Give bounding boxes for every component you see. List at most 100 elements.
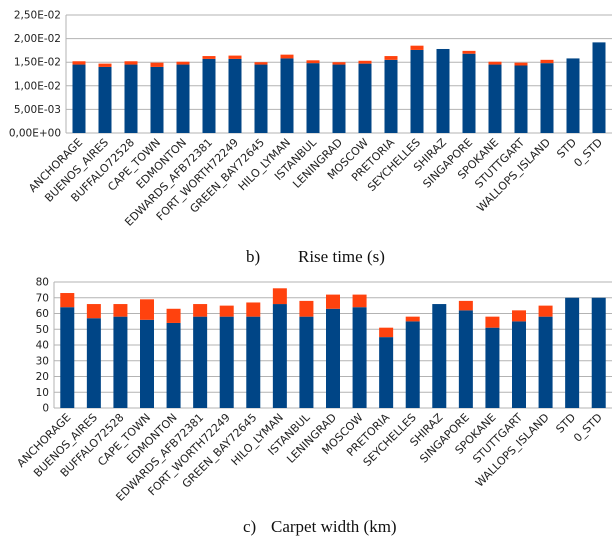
bar-base xyxy=(60,307,75,408)
bar-increment xyxy=(113,304,128,317)
bar-base xyxy=(436,48,450,133)
caption-title: Rise time (s) xyxy=(298,247,385,266)
carpet-width-chart: 01020304050607080ANCHORAGEBUENOS_AIRESBU… xyxy=(14,277,612,536)
bar-base xyxy=(514,65,528,133)
bar-increment xyxy=(540,59,554,64)
bar-increment xyxy=(512,310,526,322)
bar-base xyxy=(540,63,554,134)
bar-base xyxy=(219,316,234,408)
bar-base xyxy=(86,318,101,408)
bar-base xyxy=(358,63,372,134)
bar-base xyxy=(166,322,181,408)
bar-increment xyxy=(176,61,190,65)
bar-base xyxy=(384,59,398,134)
bar-base xyxy=(193,316,208,408)
bar-increment xyxy=(98,63,112,67)
bar-increment xyxy=(280,54,294,59)
y-tick-label: 20 xyxy=(36,371,49,383)
bar-increment xyxy=(384,56,398,60)
y-tick-label: 0 xyxy=(42,403,49,415)
y-tick-label: 70 xyxy=(36,292,49,304)
y-tick-label: 10 xyxy=(36,387,49,399)
y-tick-label: 80 xyxy=(36,277,49,289)
bar-increment xyxy=(150,62,164,67)
bar-increment xyxy=(306,60,320,64)
bar-base xyxy=(299,316,314,408)
rise-time-chart: 0,00E+00 5,00E-03 1,00E-02 1,50E-02 2,00E-02… xyxy=(9,10,612,266)
bar-base xyxy=(332,64,346,133)
bar-base xyxy=(512,321,526,408)
y-tick-label: 1,00E-02 xyxy=(14,80,61,92)
bar-increment xyxy=(166,308,181,323)
bar-base xyxy=(566,58,580,134)
bar-base xyxy=(72,64,86,133)
bar-base xyxy=(379,337,394,408)
caption-letter: c) xyxy=(243,517,256,536)
bar-base xyxy=(326,308,340,408)
bar-increment xyxy=(538,305,553,317)
bar-increment xyxy=(254,62,268,65)
bar-increment xyxy=(228,55,242,59)
y-tick-label: 2,50E-02 xyxy=(14,10,61,22)
bar-base xyxy=(246,316,261,408)
y-tick-label: 2,00E-02 xyxy=(14,33,61,45)
y-tick-label: 30 xyxy=(36,355,49,367)
y-tick-label: 60 xyxy=(36,308,49,320)
bar-base xyxy=(458,310,473,408)
bar-increment xyxy=(405,316,420,322)
bar-base xyxy=(228,58,242,134)
bar-base xyxy=(352,307,367,408)
bar-base xyxy=(592,42,606,133)
bar-base xyxy=(280,58,294,134)
bar-increment xyxy=(358,60,372,64)
bar-base xyxy=(432,304,447,408)
bar-increment xyxy=(299,300,314,317)
bar-increment xyxy=(193,304,208,317)
bar-increment xyxy=(60,293,75,308)
bar-base xyxy=(488,64,502,133)
bar-increment xyxy=(332,62,346,65)
bar-base xyxy=(254,64,268,133)
bar-base xyxy=(405,321,420,408)
bar-base xyxy=(140,319,154,408)
y-tick-label: 0,00E+00 xyxy=(9,128,61,140)
bar-increment xyxy=(462,50,476,54)
category-label: 0_STD xyxy=(571,136,605,170)
bar-increment xyxy=(86,304,101,319)
bar-increment xyxy=(124,61,138,65)
bar-increment xyxy=(458,300,473,311)
bar-base xyxy=(124,64,138,133)
bar-base xyxy=(410,49,424,133)
bar-increment xyxy=(379,327,394,338)
bar-base xyxy=(591,297,606,408)
y-tick-label: 50 xyxy=(36,324,49,336)
bar-base xyxy=(462,53,476,134)
bar-increment xyxy=(488,61,502,65)
bar-base xyxy=(176,64,190,133)
bar-increment xyxy=(410,45,424,50)
caption-title: Carpet width (km) xyxy=(271,517,397,536)
bar-base xyxy=(202,58,216,134)
category-label: 0_STD xyxy=(571,411,605,445)
bar-base xyxy=(538,316,553,408)
bar-base xyxy=(272,304,287,408)
bar-increment xyxy=(219,305,234,317)
bar-increment xyxy=(140,299,154,320)
y-tick-label: 1,50E-02 xyxy=(14,57,61,69)
y-tick-label: 40 xyxy=(36,340,49,352)
bar-base xyxy=(98,66,112,133)
bar-increment xyxy=(202,56,216,59)
bar-base xyxy=(306,63,320,134)
bar-increment xyxy=(272,288,287,305)
bar-increment xyxy=(352,294,367,308)
bar-base xyxy=(113,316,128,408)
bar-increment xyxy=(485,316,500,328)
caption-letter: b) xyxy=(246,247,260,266)
bar-base xyxy=(565,297,580,408)
y-tick-label: 5,00E-03 xyxy=(14,104,61,116)
bar-increment xyxy=(72,61,86,65)
bar-increment xyxy=(514,62,528,66)
bar-increment xyxy=(246,302,261,317)
bar-base xyxy=(150,66,164,133)
